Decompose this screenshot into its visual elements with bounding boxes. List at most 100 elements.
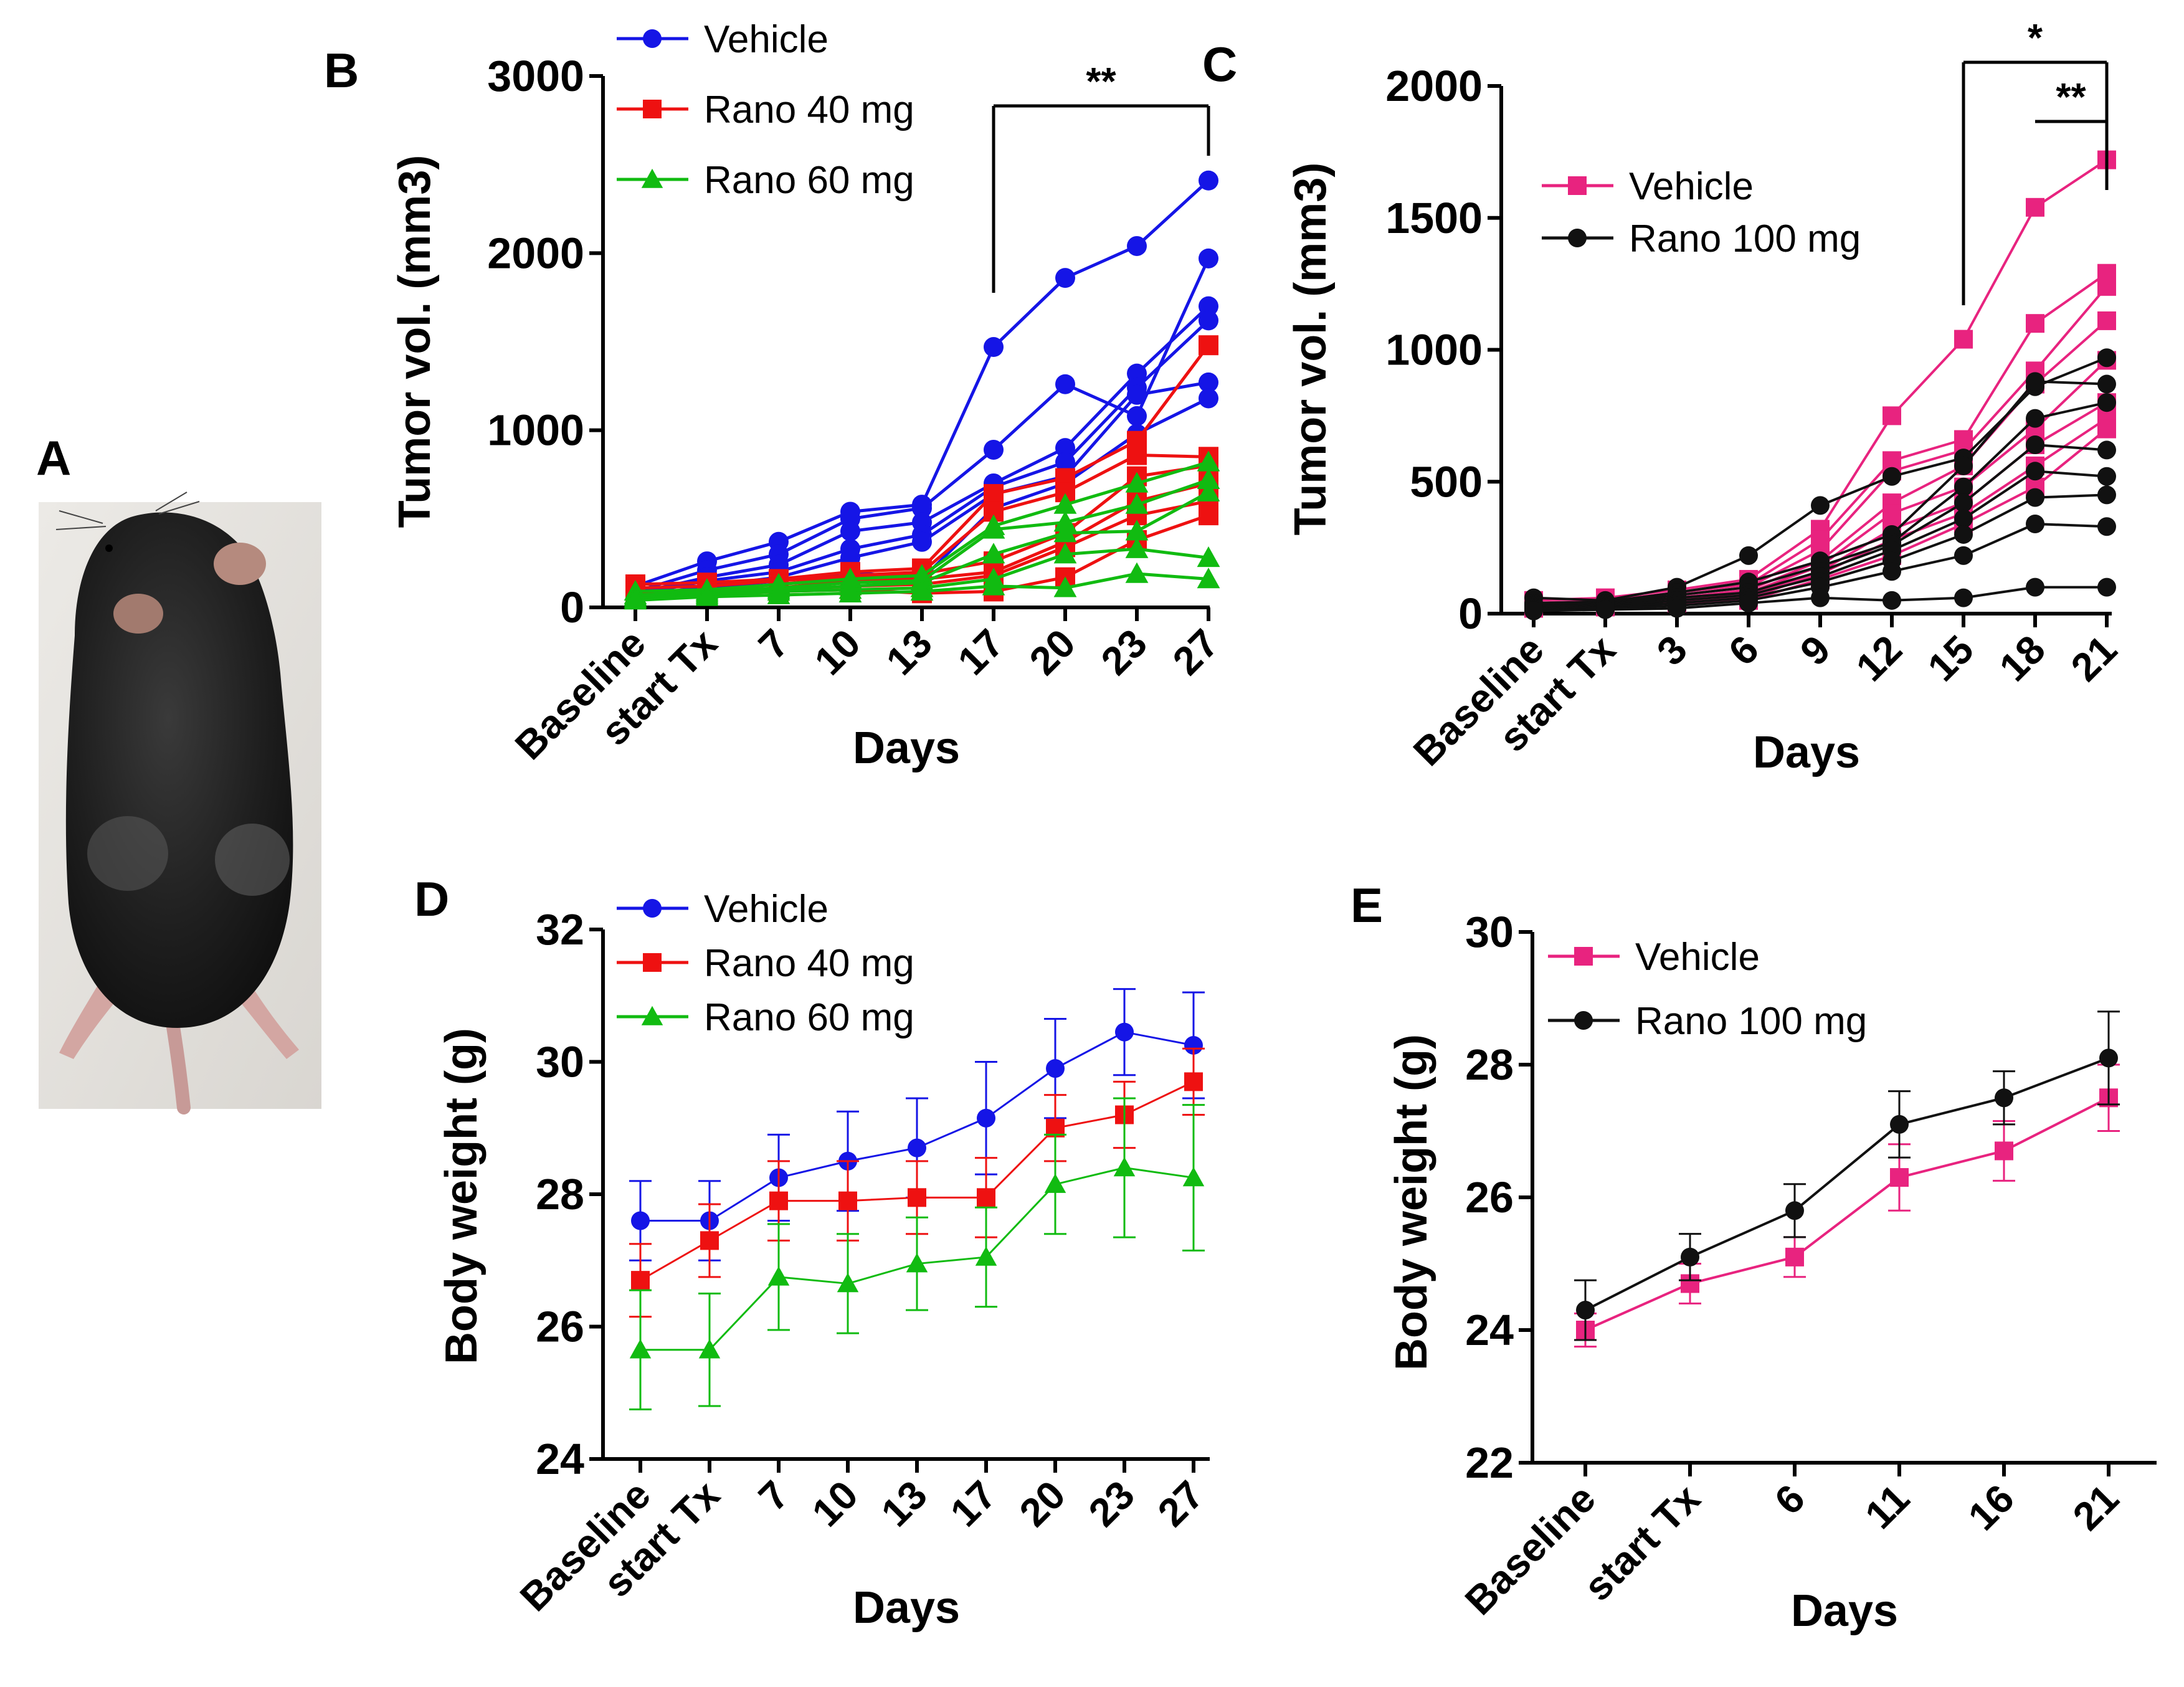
x-tick-label: 18	[1991, 627, 2054, 690]
data-point	[698, 1339, 721, 1359]
data-point	[1127, 363, 1147, 384]
legend-item: Vehicle	[1548, 936, 1760, 979]
data-point	[912, 498, 932, 518]
data-point	[2097, 374, 2116, 394]
x-axis-label: Days	[1791, 1586, 1898, 1636]
x-tick-label: 20	[1011, 1472, 1074, 1535]
y-tick-label: 2000	[487, 229, 584, 277]
data-point	[1053, 521, 1077, 543]
data-point	[2026, 577, 2044, 597]
legend-label: Vehicle	[704, 888, 828, 931]
y-axis-label: Body weight (g)	[437, 1028, 487, 1364]
data-point	[1785, 1201, 1804, 1220]
data-point	[624, 589, 647, 610]
data-point	[910, 580, 934, 601]
legend-marker	[643, 100, 662, 118]
series-layer	[1524, 150, 2116, 620]
data-point	[1596, 600, 1615, 619]
x-tick-label: 27	[1164, 620, 1227, 683]
data-point	[840, 521, 860, 541]
y-axis-label: Tumor vol. (mm3)	[1286, 163, 1336, 536]
data-point	[1739, 546, 1758, 565]
panel-a-label: A	[36, 430, 71, 485]
data-point	[1954, 477, 1973, 497]
x-tick-label: 17	[949, 620, 1012, 683]
data-point	[767, 1266, 790, 1286]
legend-label: Vehicle	[704, 18, 828, 61]
data-point	[906, 1253, 928, 1273]
x-tick-label: 27	[1149, 1472, 1212, 1535]
data-point	[1127, 384, 1147, 405]
data-point	[1890, 1114, 1909, 1134]
data-point	[2026, 314, 2044, 333]
data-point	[1199, 388, 1218, 409]
series-layer	[624, 170, 1220, 610]
x-tick-label: 12	[1848, 627, 1911, 690]
x-tick-label: 16	[1960, 1476, 2023, 1539]
legend-marker	[1574, 1011, 1593, 1030]
y-tick-label: 500	[1410, 457, 1483, 506]
data-point	[1954, 588, 1973, 607]
data-point	[2097, 485, 2116, 505]
x-tick-label: 21	[2063, 627, 2125, 690]
data-point	[1954, 546, 1973, 565]
data-point	[1681, 1247, 1699, 1266]
legend-item: Rano 40 mg	[617, 942, 914, 985]
y-tick-label: 26	[1465, 1173, 1514, 1222]
data-point	[984, 337, 1004, 358]
legend-label: Rano 40 mg	[704, 88, 914, 131]
mouse-photo	[39, 492, 321, 1114]
x-tick-label: 23	[1093, 620, 1156, 683]
x-tick-label: 11	[1856, 1476, 1918, 1537]
x-tick-label: start Tx	[1575, 1476, 1709, 1610]
data-point	[767, 583, 791, 604]
data-point	[1785, 1247, 1804, 1266]
legend-item: Vehicle	[617, 18, 828, 61]
legend-item: Rano 100 mg	[1548, 1000, 1867, 1043]
data-point	[1197, 468, 1220, 489]
x-axis-label: Days	[853, 1583, 960, 1633]
data-point	[1127, 235, 1147, 256]
legend-marker	[641, 1005, 663, 1025]
significance-label: **	[1086, 60, 1116, 103]
legend-marker	[641, 168, 663, 188]
data-point	[908, 1188, 926, 1207]
legend-label: Rano 60 mg	[704, 996, 914, 1039]
panel-label: E	[1351, 878, 1383, 933]
data-point	[2097, 440, 2116, 460]
y-tick-label: 0	[1458, 589, 1483, 638]
data-point	[908, 1138, 926, 1157]
legend-label: Rano 40 mg	[704, 942, 914, 985]
x-tick-label: 10	[804, 1472, 866, 1535]
x-tick-label: Baseline	[1456, 1476, 1604, 1623]
y-tick-label: 32	[536, 905, 584, 954]
data-point	[1184, 1072, 1203, 1091]
data-point	[2026, 488, 2044, 507]
data-point	[1125, 520, 1149, 541]
data-point	[1055, 452, 1075, 472]
data-point	[1883, 504, 1901, 523]
data-point	[631, 1211, 650, 1230]
data-point	[1995, 1088, 2013, 1108]
significance-bracket: *	[1962, 17, 2109, 305]
data-point	[695, 585, 719, 606]
data-point	[1954, 330, 1973, 349]
data-point	[1199, 310, 1218, 331]
x-tick-label: 13	[873, 1472, 936, 1535]
legend-item: Rano 100 mg	[1542, 217, 1861, 260]
data-point	[2099, 1048, 2118, 1068]
data-point	[1883, 562, 1901, 581]
significance-label: **	[2056, 76, 2086, 119]
data-point	[1115, 1022, 1134, 1042]
y-tick-label: 24	[536, 1435, 584, 1483]
data-point	[1053, 511, 1077, 532]
x-tick-label: 6	[1720, 627, 1767, 674]
data-point	[2026, 409, 2044, 428]
legend-label: Rano 60 mg	[704, 159, 914, 202]
data-point	[2026, 372, 2044, 391]
data-point	[2026, 515, 2044, 534]
series-rano-100-mg	[1574, 1010, 2120, 1341]
